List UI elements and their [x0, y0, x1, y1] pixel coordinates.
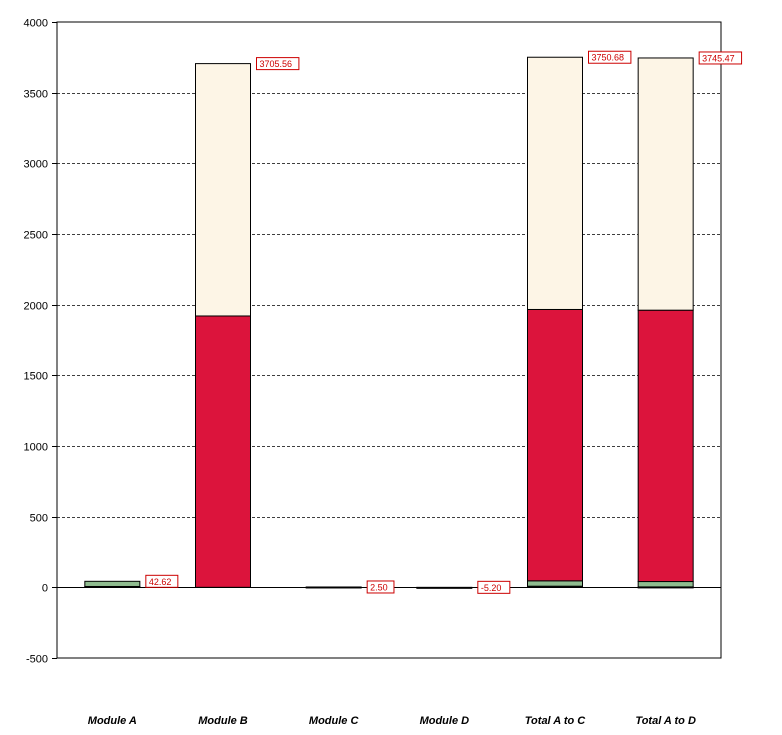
category-label: Module A	[88, 715, 137, 727]
category-label: Module D	[420, 715, 470, 727]
category-label: Total A to D	[635, 715, 696, 727]
bar-segment	[195, 315, 251, 588]
bar-segment	[637, 581, 694, 588]
data-label-box	[588, 50, 632, 64]
data-label: 2.50	[370, 582, 388, 592]
y-tick-label: 1500	[24, 371, 48, 383]
data-label: 3745.47	[702, 53, 735, 63]
category-label: Total A to C	[525, 715, 587, 727]
bar-segment	[84, 580, 141, 587]
gridlines	[57, 93, 721, 518]
y-tick-label: -500	[26, 654, 48, 666]
y-tick-label: 1000	[24, 442, 48, 454]
category-label: Module B	[198, 715, 248, 727]
data-label-box	[698, 51, 743, 65]
data-label: 42.62	[149, 577, 172, 587]
data-label-box	[477, 580, 511, 594]
bars	[84, 56, 694, 589]
data-labels: 42.62 3705.56 2.50 -5.20 3750.68 3745.47	[145, 50, 743, 594]
y-tick-label: 4000	[24, 18, 48, 30]
bar-segment	[527, 580, 583, 587]
data-label-box	[366, 580, 395, 594]
data-label: 3705.56	[260, 59, 293, 69]
y-tick-label: 0	[42, 583, 48, 595]
bar-segment	[637, 57, 694, 311]
y-tick-label: 500	[30, 513, 48, 525]
y-tick-label: 2000	[24, 301, 48, 313]
x-axis-category-labels: Module A Module B Module C Module D Total A …	[88, 715, 696, 727]
data-label: 3750.68	[592, 53, 625, 63]
y-tick-label: 3500	[24, 89, 48, 101]
data-label: -5.20	[481, 583, 502, 593]
data-label-box	[256, 57, 300, 71]
data-label-box	[145, 574, 179, 588]
y-tick-label: 3000	[24, 159, 48, 171]
y-axis-ticks: -500 0 500 1000 1500 2000 2500 3000 3500 4000	[24, 18, 57, 666]
bar-segment	[195, 63, 251, 317]
bar-segment	[527, 308, 583, 582]
y-tick-label: 2500	[24, 230, 48, 242]
plot-area	[56, 21, 722, 659]
bar-segment	[637, 309, 694, 583]
category-label: Module C	[309, 715, 360, 727]
bar-segment	[527, 56, 583, 310]
